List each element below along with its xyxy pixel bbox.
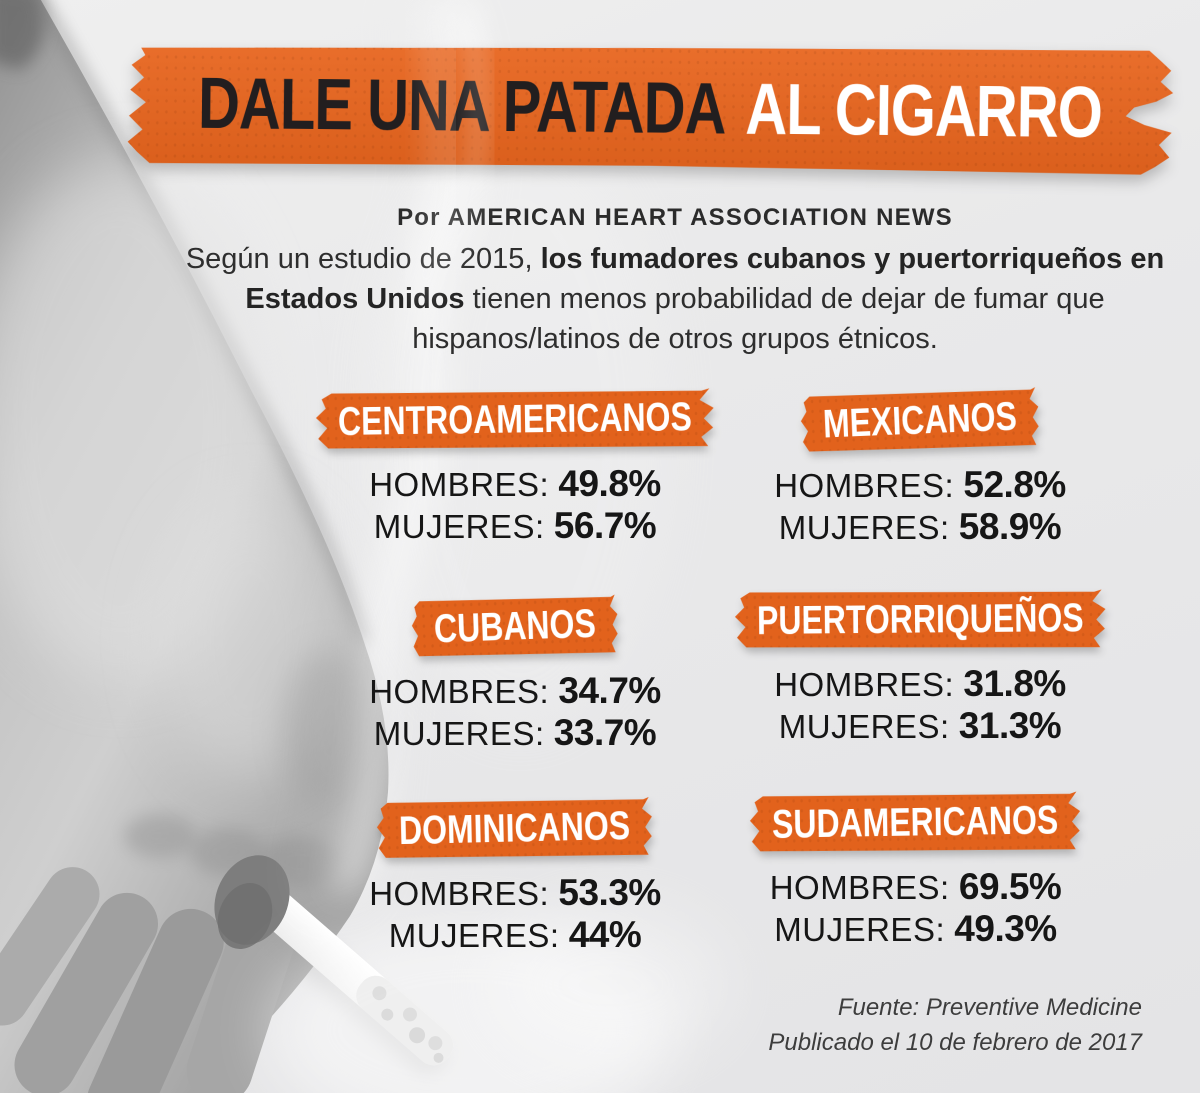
stat-value-men: 31.8% xyxy=(963,662,1066,704)
stat-value-men: 53.3% xyxy=(558,871,661,913)
stat-label-women: MUJERES: xyxy=(778,707,950,745)
source-note: Fuente: Preventive Medicine Publicado el… xyxy=(768,990,1142,1060)
headline-black: DALE UNA PATADA xyxy=(197,62,726,149)
stat-value-women: 33.7% xyxy=(553,711,657,753)
group-tape: SUDAMERICANOS xyxy=(750,791,1081,854)
stat-women: MUJERES: 49.3% xyxy=(728,908,1103,950)
intro-text-1: Según un estudio de 2015, xyxy=(185,243,541,275)
byline: Por AMERICAN HEART ASSOCIATION NEWS xyxy=(397,204,953,231)
group-tape: CUBANOS xyxy=(411,594,619,659)
group-sudamericanos: SUDAMERICANOS HOMBRES: 69.5% MUJERES: 49… xyxy=(728,794,1103,950)
group-tape: CENTROAMERICANOS xyxy=(316,388,715,451)
group-name: PUERTORRIQUEÑOS xyxy=(756,594,1084,643)
group-name: CENTROAMERICANOS xyxy=(337,393,693,444)
group-tape: DOMINICANOS xyxy=(377,797,653,861)
fingertip-over-cigarette xyxy=(214,855,290,945)
stat-women: MUJERES: 58.9% xyxy=(745,506,1095,548)
stat-women: MUJERES: 44% xyxy=(335,914,695,956)
stat-label-men: HOMBRES: xyxy=(369,874,550,912)
arm-highlight xyxy=(0,160,270,680)
finger-pinky xyxy=(0,867,100,1026)
stat-label-men: HOMBRES: xyxy=(369,465,550,503)
stat-value-women: 49.3% xyxy=(954,907,1057,949)
stat-label-men: HOMBRES: xyxy=(774,665,955,703)
group-tape: MEXICANOS xyxy=(800,387,1040,455)
group-name: SUDAMERICANOS xyxy=(772,797,1059,847)
headline-white: AL CIGARRO xyxy=(745,67,1103,153)
stat-label-men: HOMBRES: xyxy=(774,466,955,504)
stat-men: HOMBRES: 49.8% xyxy=(300,463,730,505)
group-name: DOMINICANOS xyxy=(398,802,632,854)
headline-tape: DALE UNA PATADA AL CIGARRO xyxy=(125,40,1174,175)
stat-men: HOMBRES: 31.8% xyxy=(710,663,1130,705)
stat-value-men: 52.8% xyxy=(963,463,1066,505)
stat-women: MUJERES: 33.7% xyxy=(340,712,690,754)
stat-women: MUJERES: 56.7% xyxy=(300,505,730,547)
stat-label-women: MUJERES: xyxy=(373,507,545,545)
source-line-1: Fuente: Preventive Medicine xyxy=(837,994,1142,1021)
headline-banner: DALE UNA PATADA AL CIGARRO xyxy=(125,40,1174,175)
group-tape: PUERTORRIQUEÑOS xyxy=(734,589,1105,650)
stat-label-men: HOMBRES: xyxy=(369,672,550,710)
stat-value-women: 56.7% xyxy=(553,504,657,546)
stat-value-men: 69.5% xyxy=(958,865,1062,907)
stat-men: HOMBRES: 34.7% xyxy=(340,670,690,712)
group-dominicanos: DOMINICANOS HOMBRES: 53.3% MUJERES: 44% xyxy=(335,800,695,956)
arm-corner-shadow xyxy=(0,0,45,70)
source-line-2: Publicado el 10 de febrero de 2017 xyxy=(768,1029,1142,1056)
stat-men: HOMBRES: 69.5% xyxy=(728,866,1103,908)
stat-label-women: MUJERES: xyxy=(388,916,560,954)
stat-women: MUJERES: 31.3% xyxy=(710,705,1130,747)
stat-value-women: 58.9% xyxy=(958,505,1062,547)
stat-value-women: 31.3% xyxy=(958,704,1062,746)
cigarette-ash xyxy=(356,975,454,1066)
stat-men: HOMBRES: 53.3% xyxy=(335,872,695,914)
stat-value-men: 34.7% xyxy=(558,669,661,711)
knuckle-shadow xyxy=(260,836,340,888)
fingertip-shadow xyxy=(217,883,273,949)
intro-paragraph: Según un estudio de 2015, los fumadores … xyxy=(150,239,1200,359)
finger-middle xyxy=(86,908,224,1093)
group-name: CUBANOS xyxy=(433,600,597,652)
finger-ring xyxy=(14,892,158,1093)
knuckle-shadow xyxy=(124,814,196,858)
stat-value-women: 44% xyxy=(568,913,642,955)
stat-label-men: HOMBRES: xyxy=(769,868,950,906)
knuckle-shadow xyxy=(190,828,266,876)
group-puertorriquenos: PUERTORRIQUEÑOS HOMBRES: 31.8% MUJERES: … xyxy=(710,591,1130,747)
stat-value-men: 49.8% xyxy=(558,462,661,504)
group-name: MEXICANOS xyxy=(822,393,1018,447)
intro-text-2: tienen menos probabilidad de dejar de fu… xyxy=(412,283,1105,355)
stat-men: HOMBRES: 52.8% xyxy=(745,464,1095,506)
finger-index xyxy=(186,909,295,1093)
group-centroamericanos: CENTROAMERICANOS HOMBRES: 49.8% MUJERES:… xyxy=(300,391,730,547)
stat-label-women: MUJERES: xyxy=(778,508,950,546)
group-mexicanos: MEXICANOS HOMBRES: 52.8% MUJERES: 58.9% xyxy=(745,392,1095,548)
stat-label-women: MUJERES: xyxy=(373,714,545,752)
stat-label-women: MUJERES: xyxy=(774,910,946,948)
group-cubanos: CUBANOS HOMBRES: 34.7% MUJERES: 33.7% xyxy=(340,598,690,754)
